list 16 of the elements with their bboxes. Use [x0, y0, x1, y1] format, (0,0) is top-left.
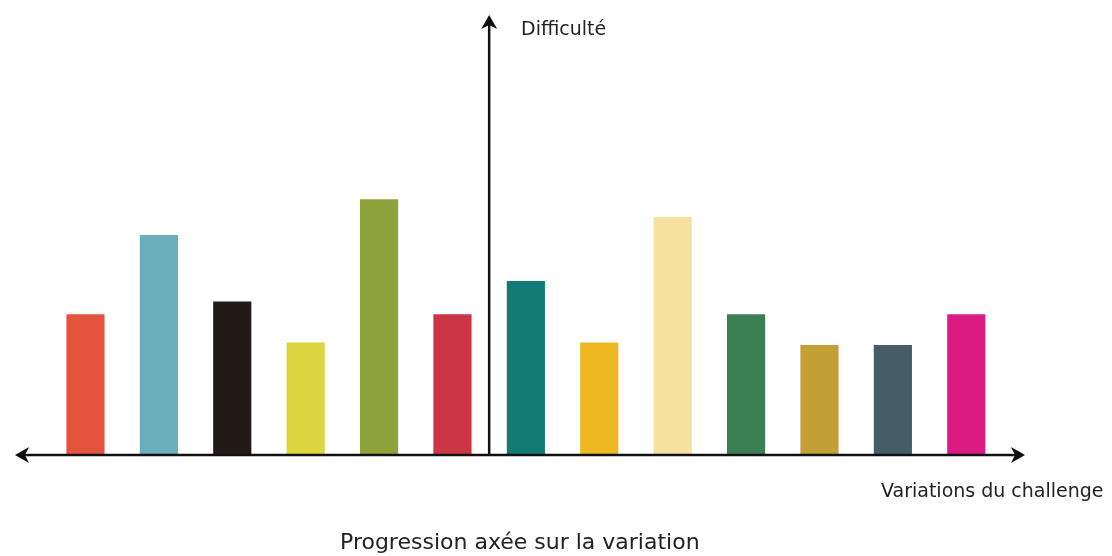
- bar: [726, 314, 766, 455]
- bar: [653, 217, 692, 455]
- bar: [213, 301, 252, 455]
- bar: [66, 314, 105, 455]
- bar: [139, 235, 178, 455]
- x-axis-title: Variations du challenge: [881, 479, 1104, 501]
- bar: [580, 342, 619, 455]
- bar: [873, 345, 912, 455]
- bar: [947, 314, 986, 455]
- text: Difficulté: [521, 17, 607, 39]
- bar: [800, 345, 839, 455]
- bar: [433, 314, 472, 455]
- text: Progression axée sur la variation: [340, 529, 700, 554]
- bar: [506, 281, 545, 455]
- bar: [359, 199, 399, 455]
- bar: [286, 342, 325, 455]
